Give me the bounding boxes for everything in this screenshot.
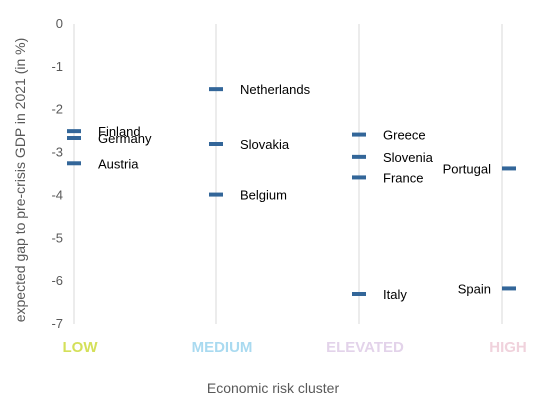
category-label-medium: MEDIUM bbox=[192, 339, 253, 356]
label-netherlands: Netherlands bbox=[240, 82, 311, 97]
label-portugal: Portugal bbox=[443, 161, 492, 176]
y-tick-labels: 0 -1 -2 -3 -4 -5 -6 -7 bbox=[51, 16, 63, 331]
category-label-elevated: ELEVATED bbox=[326, 339, 404, 356]
category-labels: LOW MEDIUM ELEVATED HIGH bbox=[63, 339, 527, 356]
label-slovenia: Slovenia bbox=[383, 150, 434, 165]
label-slovakia: Slovakia bbox=[240, 137, 290, 152]
label-italy: Italy bbox=[383, 287, 407, 302]
y-tick-label: -7 bbox=[51, 316, 63, 331]
label-france: France bbox=[383, 170, 423, 185]
label-austria: Austria bbox=[98, 156, 139, 171]
y-tick-label: 0 bbox=[56, 16, 63, 31]
label-greece: Greece bbox=[383, 128, 426, 143]
x-axis-title: Economic risk cluster bbox=[207, 380, 340, 396]
data-markers bbox=[67, 87, 516, 296]
category-label-low: LOW bbox=[63, 339, 99, 356]
y-tick-label: -1 bbox=[51, 59, 63, 74]
y-axis-title: expected gap to pre-crisis GDP in 2021 (… bbox=[12, 38, 28, 323]
y-tick-label: -3 bbox=[51, 145, 63, 160]
y-tick-label: -5 bbox=[51, 230, 63, 245]
category-label-high: HIGH bbox=[489, 339, 527, 356]
label-belgium: Belgium bbox=[240, 188, 287, 203]
y-tick-label: -6 bbox=[51, 273, 63, 288]
y-tick-label: -2 bbox=[51, 102, 63, 117]
label-germany: Germany bbox=[98, 131, 152, 146]
y-tick-label: -4 bbox=[51, 187, 63, 202]
label-finland: Finland bbox=[98, 124, 141, 139]
label-spain: Spain bbox=[458, 281, 491, 296]
gridlines bbox=[73, 24, 503, 324]
